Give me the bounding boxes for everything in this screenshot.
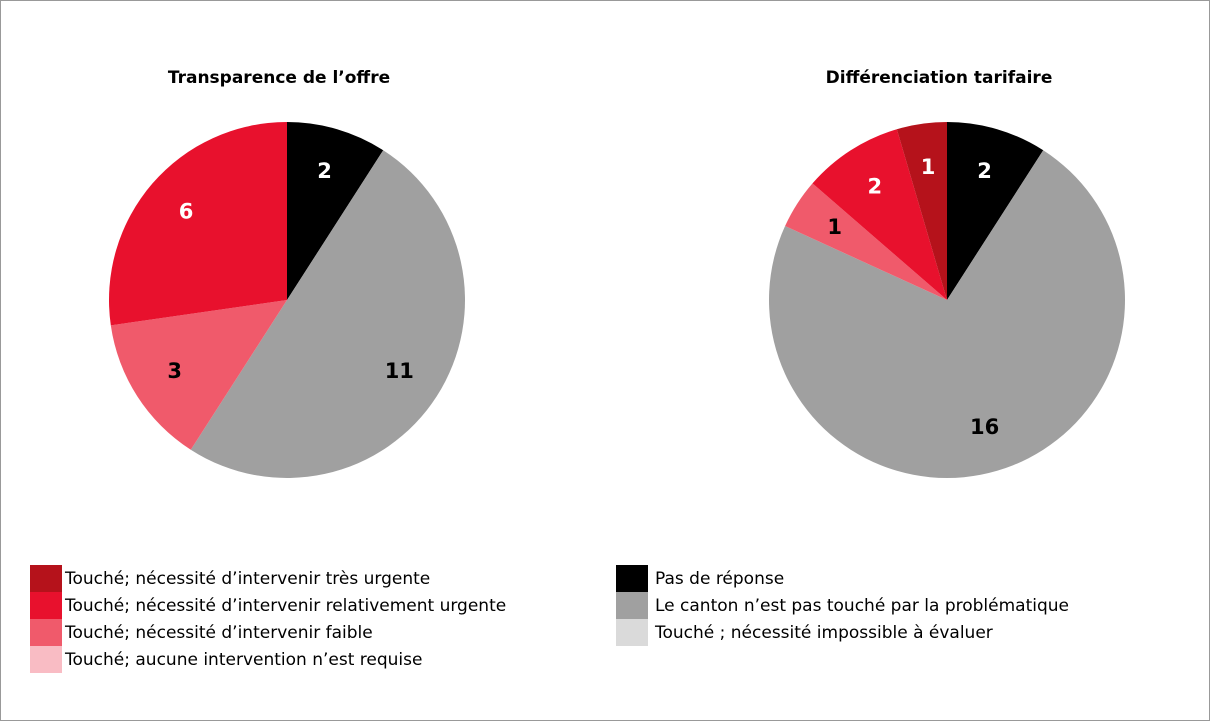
data-label: 2 bbox=[317, 159, 332, 183]
pie-slice bbox=[896, 122, 947, 300]
pie-slice bbox=[785, 183, 947, 300]
legend-label: Le canton n’est pas touché par la problé… bbox=[655, 596, 1069, 616]
pie-slice bbox=[190, 150, 465, 479]
legend-swatch bbox=[616, 565, 648, 592]
data-label: 11 bbox=[385, 359, 414, 383]
pie-slice bbox=[109, 122, 287, 326]
pie-slice bbox=[287, 122, 384, 300]
pie-slice bbox=[947, 122, 1044, 300]
data-label: 3 bbox=[167, 359, 182, 383]
chart-title: Différenciation tarifaire bbox=[826, 68, 1053, 88]
data-label: 1 bbox=[827, 215, 842, 239]
legend-swatch bbox=[616, 619, 648, 646]
legend-label: Touché ; nécessité impossible à évaluer bbox=[654, 623, 993, 643]
data-label: 2 bbox=[977, 159, 992, 183]
pie-slice bbox=[812, 129, 947, 300]
legend-swatch bbox=[30, 565, 62, 592]
pie-slice bbox=[110, 300, 287, 450]
data-label: 6 bbox=[179, 200, 194, 224]
legend-label: Touché; aucune intervention n’est requis… bbox=[64, 650, 422, 670]
legend-swatch bbox=[30, 646, 62, 673]
legend-label: Pas de réponse bbox=[655, 569, 784, 589]
data-label: 16 bbox=[970, 415, 999, 439]
legend-swatch bbox=[30, 619, 62, 646]
chart-title: Transparence de l’offre bbox=[168, 68, 390, 88]
legend-swatch bbox=[616, 592, 648, 619]
pie-slice bbox=[768, 150, 1125, 479]
legend-label: Touché; nécessité d’intervenir relativem… bbox=[64, 596, 506, 616]
legend-label: Touché; nécessité d’intervenir très urge… bbox=[64, 569, 430, 589]
legend-label: Touché; nécessité d’intervenir faible bbox=[64, 623, 373, 643]
data-label: 1 bbox=[921, 155, 936, 179]
data-label: 2 bbox=[868, 175, 883, 199]
legend-swatch bbox=[30, 592, 62, 619]
